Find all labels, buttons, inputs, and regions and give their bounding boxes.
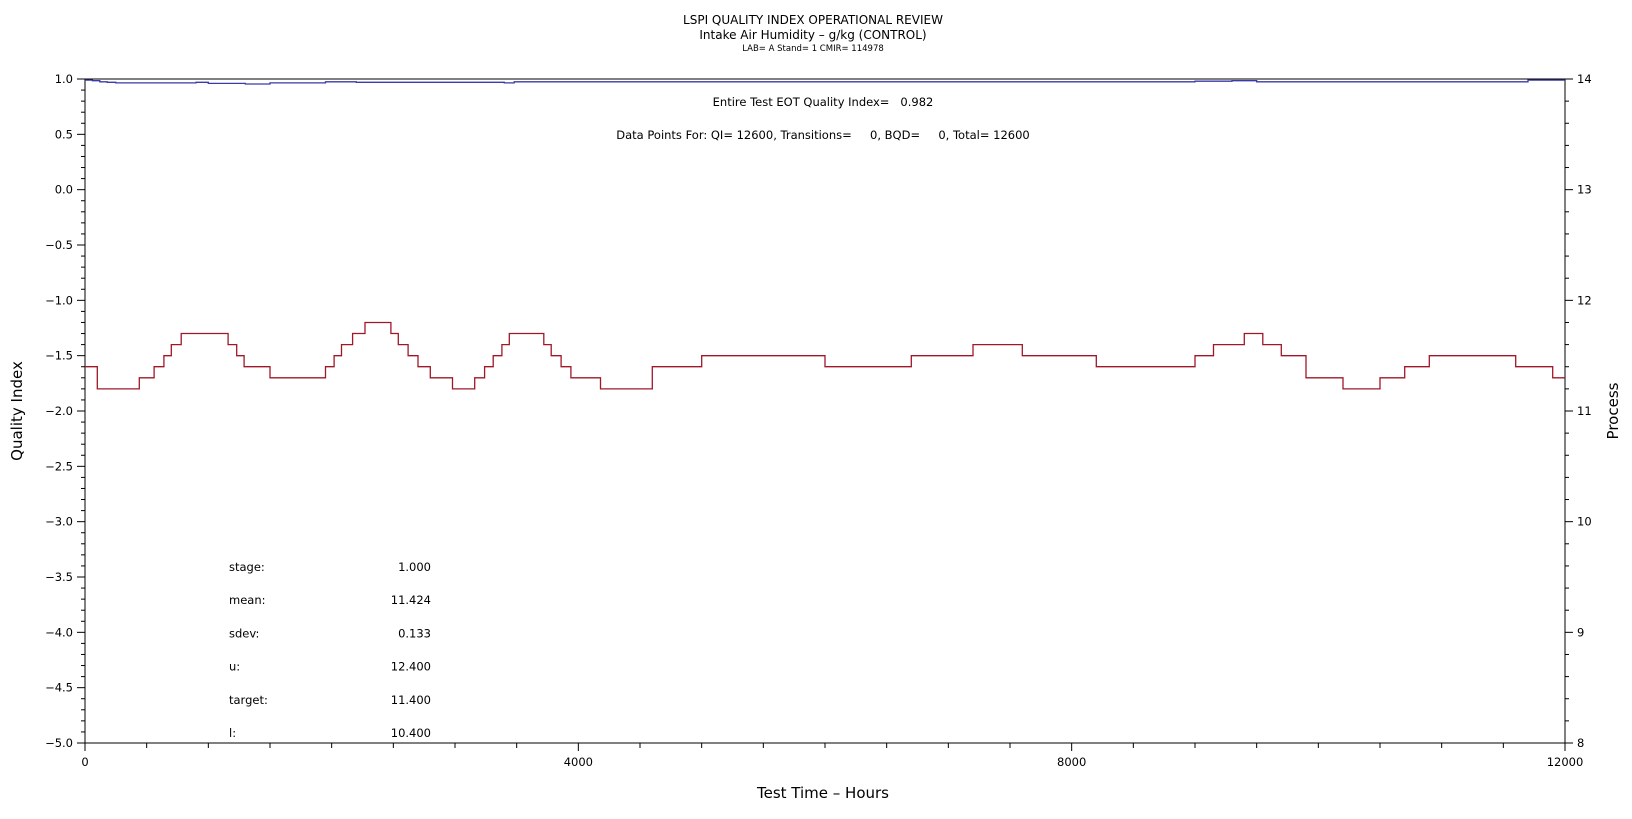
y-left-tick-label: −1.5 [45, 349, 73, 363]
y-left-tick-label: −2.0 [45, 404, 73, 418]
y-left-tick-label: −5.0 [45, 736, 73, 750]
y-left-tick-label: −0.5 [45, 238, 73, 252]
y-right-tick-label: 13 [1577, 183, 1592, 197]
y-axis-right: 14 13 12 11 10 9 8 [1565, 72, 1592, 750]
data-points-annotation: Data Points For: QI= 12600, Transitions=… [616, 128, 1029, 142]
y-left-tick-label: −3.5 [45, 570, 73, 584]
stat-value: 0.133 [398, 626, 431, 640]
quality-index-series-line [85, 79, 1565, 85]
x-tick-label: 12000 [1547, 755, 1584, 769]
chart-subtitle: Intake Air Humidity – g/kg (CONTROL) [699, 28, 926, 42]
eot-quality-annotation: Entire Test EOT Quality Index= 0.982 [713, 95, 934, 109]
stat-label: sdev: [229, 626, 259, 640]
y-right-tick-label: 14 [1577, 72, 1592, 86]
chart-sub-subtitle: LAB= A Stand= 1 CMIR= 114978 [742, 44, 884, 54]
stat-label: target: [229, 693, 268, 707]
x-axis-title: Test Time – Hours [756, 784, 889, 802]
y-left-tick-label: −4.0 [45, 625, 73, 639]
stat-value: 1.000 [398, 560, 431, 574]
stats-table: stage: 1.000 mean: 11.424 sdev: 0.133 u: 12.400… [229, 560, 431, 740]
y-right-tick-label: 8 [1577, 736, 1584, 750]
stat-value: 12.400 [391, 660, 431, 674]
y-axis-right-title: Process [1604, 382, 1622, 439]
y-left-tick-label: 0.5 [55, 127, 73, 141]
y-left-tick-label: −2.5 [45, 459, 73, 473]
stat-label: stage: [229, 560, 265, 574]
y-right-tick-label: 10 [1577, 515, 1592, 529]
y-left-tick-label: 1.0 [55, 72, 73, 86]
process-series-line [85, 321, 1565, 390]
y-right-tick-label: 9 [1577, 625, 1584, 639]
stat-value: 10.400 [391, 726, 431, 740]
y-axis-left: 1.0 0.5 0.0 −0.5 −1.0 −1.5 −2.0 −2.5 −3.0 −3.5 −4.… [45, 72, 85, 750]
x-tick-label: 0 [81, 755, 88, 769]
stat-label: mean: [229, 593, 266, 607]
y-left-tick-label: −3.0 [45, 515, 73, 529]
y-right-tick-label: 11 [1577, 404, 1592, 418]
chart-title: LSPI QUALITY INDEX OPERATIONAL REVIEW [683, 13, 943, 27]
x-tick-label: 4000 [564, 755, 593, 769]
y-left-tick-label: −1.0 [45, 293, 73, 307]
y-left-tick-label: 0.0 [55, 183, 73, 197]
y-left-tick-label: −4.5 [45, 681, 73, 695]
y-right-tick-label: 12 [1577, 293, 1592, 307]
stat-value: 11.424 [391, 593, 431, 607]
plot-frame [84, 78, 1566, 744]
x-tick-label: 8000 [1057, 755, 1086, 769]
stat-value: 11.400 [391, 693, 431, 707]
x-axis: 0 4000 8000 12000 [81, 743, 1583, 769]
y-axis-left-title: Quality Index [8, 361, 26, 461]
stat-label: u: [229, 660, 240, 674]
stat-label: l: [229, 726, 236, 740]
